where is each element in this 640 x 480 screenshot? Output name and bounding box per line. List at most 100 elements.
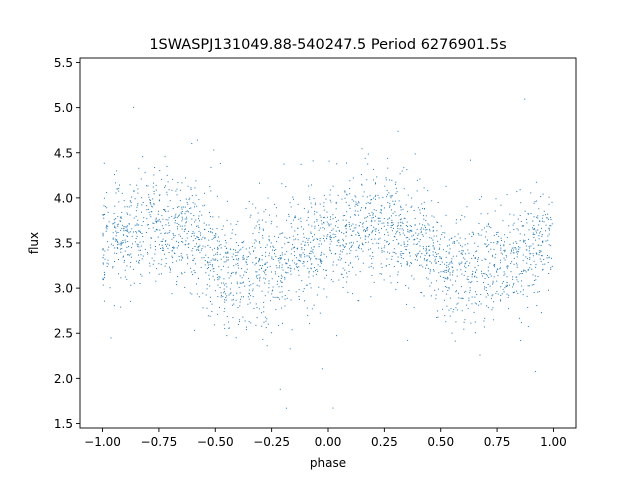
data-point xyxy=(503,250,505,252)
data-point xyxy=(154,253,156,255)
data-point xyxy=(403,243,405,245)
data-point xyxy=(521,270,523,272)
data-point xyxy=(386,258,388,260)
data-point xyxy=(467,308,469,310)
data-point xyxy=(349,242,351,244)
data-point xyxy=(463,274,465,276)
data-point xyxy=(437,316,439,318)
data-point xyxy=(337,194,339,196)
data-point xyxy=(427,267,429,269)
data-point xyxy=(413,239,415,241)
data-point xyxy=(167,219,169,221)
data-point xyxy=(318,246,320,248)
x-tick-label: 0.75 xyxy=(484,435,511,449)
data-point xyxy=(137,192,139,194)
data-point xyxy=(371,217,373,219)
data-point xyxy=(130,284,132,286)
data-point xyxy=(197,249,199,251)
data-point xyxy=(521,285,523,287)
data-point xyxy=(316,220,318,222)
data-point xyxy=(222,265,224,267)
data-point xyxy=(465,267,467,269)
data-point xyxy=(466,206,468,208)
data-point xyxy=(527,213,529,215)
data-point xyxy=(108,221,110,223)
data-point xyxy=(209,285,211,287)
data-point xyxy=(279,257,281,259)
data-point xyxy=(391,219,393,221)
data-point xyxy=(329,199,331,201)
data-point xyxy=(401,221,403,223)
data-point xyxy=(437,261,439,262)
data-point xyxy=(114,182,116,184)
data-point xyxy=(202,245,204,247)
data-point xyxy=(365,242,367,244)
data-point xyxy=(247,277,249,279)
data-point xyxy=(342,244,344,246)
data-point xyxy=(363,191,365,193)
data-point xyxy=(235,271,237,273)
data-point xyxy=(241,242,243,243)
data-point xyxy=(541,235,543,237)
data-point xyxy=(191,218,193,220)
data-point xyxy=(487,275,489,277)
data-point xyxy=(224,245,226,247)
data-point xyxy=(198,226,200,228)
data-point xyxy=(517,251,519,253)
data-point xyxy=(213,235,215,237)
data-point xyxy=(524,234,526,236)
data-point xyxy=(235,249,237,251)
data-point xyxy=(336,163,338,165)
data-point xyxy=(208,239,210,241)
data-point xyxy=(106,265,108,267)
data-point xyxy=(373,168,375,170)
data-point xyxy=(480,293,482,295)
data-point xyxy=(141,204,143,206)
data-point xyxy=(393,204,395,205)
data-point xyxy=(413,234,415,236)
data-point xyxy=(335,202,337,204)
data-point xyxy=(389,195,391,197)
data-point xyxy=(179,200,181,202)
data-point xyxy=(429,269,431,271)
data-point xyxy=(281,286,283,288)
data-point xyxy=(153,260,155,262)
data-point xyxy=(278,260,280,262)
data-point xyxy=(313,221,315,223)
data-point xyxy=(311,206,313,208)
data-point xyxy=(533,292,535,294)
data-point xyxy=(321,368,323,370)
data-point xyxy=(192,259,194,261)
data-point xyxy=(320,243,322,245)
data-point xyxy=(178,215,180,217)
data-point xyxy=(409,251,411,253)
data-point xyxy=(154,230,156,232)
data-point xyxy=(529,247,531,249)
data-point xyxy=(487,307,489,309)
data-point xyxy=(139,230,141,232)
data-point xyxy=(273,246,275,248)
data-point xyxy=(534,201,536,203)
data-point xyxy=(251,245,253,247)
data-point xyxy=(505,254,507,256)
data-point xyxy=(140,273,142,275)
data-point xyxy=(284,305,286,307)
data-point xyxy=(419,178,421,180)
data-point xyxy=(175,240,177,242)
data-point xyxy=(158,200,160,202)
data-point xyxy=(219,276,221,278)
data-point xyxy=(271,290,273,292)
data-point xyxy=(445,278,447,280)
data-point xyxy=(141,197,143,199)
data-point xyxy=(121,242,123,244)
data-point xyxy=(147,185,149,187)
data-point xyxy=(487,293,489,295)
data-point xyxy=(374,228,376,230)
data-point xyxy=(404,246,406,248)
data-point xyxy=(275,309,277,311)
data-point xyxy=(164,253,166,255)
data-point xyxy=(437,221,439,223)
data-point xyxy=(224,299,226,301)
data-point xyxy=(424,225,426,227)
data-point xyxy=(186,210,188,212)
